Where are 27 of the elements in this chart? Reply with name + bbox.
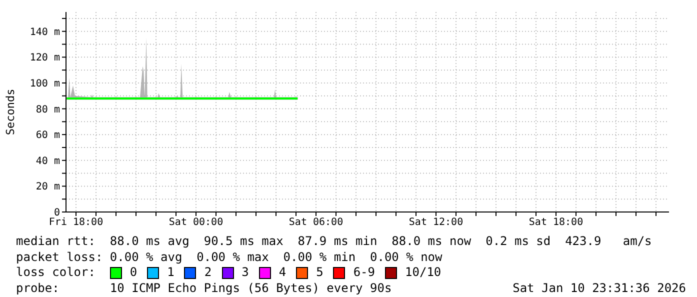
- legend-label: 2: [203, 265, 212, 280]
- y-tick-label: 0: [54, 208, 60, 219]
- y-tick-label: 100 m: [30, 78, 60, 90]
- y-axis-title: Seconds: [4, 88, 17, 136]
- x-tick-label: Fri 18:00: [48, 217, 104, 228]
- text: median rtt: 88.0 ms avg 90.5 ms max 87.9 ms min 88.0 ms now 0.2 ms sd 423.9 am/s: [16, 234, 653, 250]
- legend-label: 1: [166, 265, 174, 280]
- legend-label: 4: [278, 265, 286, 280]
- y-tick-label: 80 m: [36, 104, 60, 116]
- legend-title: loss color:: [16, 265, 96, 280]
- y-tick-label: 140 m: [30, 26, 60, 38]
- legend-label: 0: [128, 265, 138, 280]
- text: Sat Jan 10 23:31:36 2026: [512, 280, 686, 296]
- text: probe: 10 ICMP Echo Pings (56 Bytes) every 90s: [16, 280, 392, 296]
- x-tick-label: Sat 00:00: [168, 217, 224, 228]
- text: packet loss: 0.00 % avg 0.00 % max 0.00 % min 0.00 % now: [16, 250, 444, 265]
- x-tick-label: Sat 06:00: [288, 217, 344, 228]
- x-tick-label: Sat 18:00: [528, 217, 584, 228]
- legend-label: 3: [240, 265, 249, 280]
- legend-label: 10/10: [404, 265, 442, 280]
- legend-label: 5: [315, 265, 324, 280]
- x-tick-label: Sat 12:00: [408, 217, 464, 228]
- y-tick-label: 60 m: [36, 130, 60, 142]
- legend-label: 6-9: [352, 265, 376, 280]
- y-tick-label: 20 m: [36, 182, 60, 193]
- y-tick-label: 40 m: [36, 156, 60, 167]
- y-tick-label: 120 m: [30, 52, 60, 64]
